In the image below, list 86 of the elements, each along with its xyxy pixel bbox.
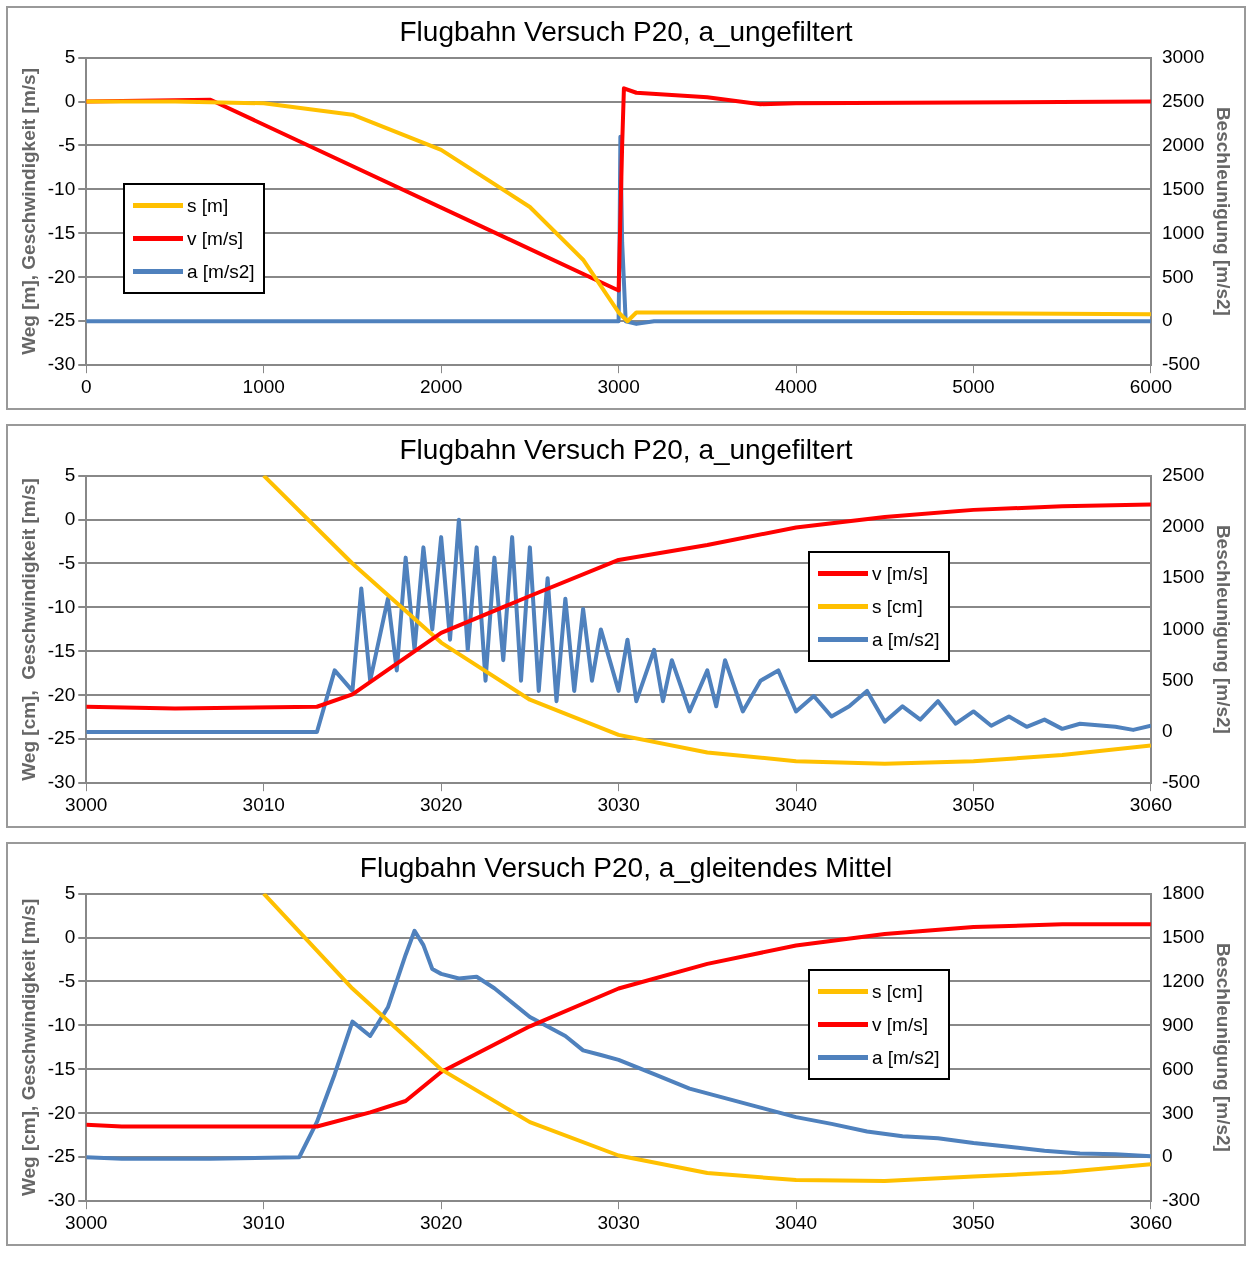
y2-tick-label: 2500 [1161, 463, 1205, 485]
y2-tick-label: 3000 [1161, 45, 1205, 67]
x-tick-label: 3050 [952, 793, 995, 815]
x-tick-label: 0 [80, 375, 92, 397]
legend-label: s [m] [187, 194, 229, 217]
y2-tick-label: 2000 [1161, 133, 1205, 155]
y-axis-title: Weg [m], Geschwindigkeit [m/s] [17, 67, 39, 355]
legend-label: v [m/s] [187, 227, 243, 250]
y-tick-label: -10 [47, 595, 76, 617]
legend-label: v [m/s] [872, 1013, 928, 1036]
y-tick-label: -30 [47, 771, 76, 793]
y2-axis-title: Beschleunigung [m/s2] [1213, 106, 1235, 316]
y2-tick-label: 1200 [1161, 969, 1205, 991]
x-tick-label: 4000 [774, 375, 818, 397]
legend-label: s [cm] [872, 595, 923, 618]
x-tick-label: 3020 [420, 793, 463, 815]
x-tick-label: 3060 [1129, 1211, 1173, 1233]
y2-axis-title: Beschleunigung [m/s2] [1213, 942, 1235, 1152]
legend-label: s [cm] [872, 980, 923, 1003]
y-tick-label: 5 [64, 45, 76, 67]
y2-tick-label: 900 [1161, 1013, 1194, 1035]
y2-tick-label: 0 [1161, 309, 1173, 331]
y2-axis-title: Beschleunigung [m/s2] [1213, 524, 1235, 734]
y-tick-label: -10 [47, 177, 76, 199]
y-tick-label: 5 [64, 881, 76, 903]
x-tick-label: 3010 [242, 1211, 285, 1233]
y2-tick-label: 1000 [1161, 221, 1205, 243]
y-tick-label: 5 [64, 463, 76, 485]
y-tick-label: -15 [47, 221, 76, 243]
y2-tick-label: 300 [1161, 1101, 1194, 1123]
x-tick-label: 3010 [242, 793, 285, 815]
y-tick-label: -5 [58, 551, 76, 573]
chart-title: Flugbahn Versuch P20, a_gleitendes Mittel [359, 851, 893, 883]
legend-label: v [m/s] [872, 562, 928, 585]
y-tick-label: -5 [58, 969, 76, 991]
y2-tick-label: 600 [1161, 1057, 1194, 1079]
x-tick-label: 3050 [952, 1211, 995, 1233]
x-tick-label: 3030 [597, 793, 640, 815]
chart-title: Flugbahn Versuch P20, a_ungefiltert [399, 15, 853, 47]
y2-tick-label: -300 [1161, 1189, 1200, 1211]
y2-tick-label: 1500 [1161, 925, 1205, 947]
y2-tick-label: 500 [1161, 668, 1194, 690]
y-tick-label: -25 [47, 727, 76, 749]
y-axis-title: Weg [cm], Geschwindigkeit [m/s] [17, 478, 39, 781]
y-tick-label: -5 [58, 133, 76, 155]
y2-tick-label: -500 [1161, 353, 1200, 375]
y-tick-label: -15 [47, 1057, 76, 1079]
y2-tick-label: 1500 [1161, 177, 1205, 199]
legend-label: a [m/s2] [187, 260, 255, 283]
x-tick-label: 5000 [952, 375, 995, 397]
y-tick-label: 0 [64, 925, 76, 947]
y2-tick-label: 2500 [1161, 89, 1205, 111]
y2-tick-label: 0 [1161, 1145, 1173, 1167]
x-tick-label: 3000 [65, 793, 108, 815]
y2-tick-label: 1800 [1161, 881, 1205, 903]
y-tick-label: -30 [47, 353, 76, 375]
legend-label: a [m/s2] [872, 1046, 940, 1069]
y2-tick-label: 500 [1161, 265, 1194, 287]
x-tick-label: 2000 [420, 375, 463, 397]
y-tick-label: 0 [64, 89, 76, 111]
x-tick-label: 3060 [1129, 793, 1173, 815]
y2-tick-label: 0 [1161, 720, 1173, 742]
y-tick-label: -25 [47, 309, 76, 331]
y-tick-label: -20 [47, 1101, 76, 1123]
y-tick-label: 0 [64, 507, 76, 529]
x-tick-label: 3000 [597, 375, 640, 397]
x-tick-label: 3020 [420, 1211, 463, 1233]
x-tick-label: 3040 [774, 1211, 818, 1233]
y2-tick-label: -500 [1161, 771, 1200, 793]
legend-label: a [m/s2] [872, 628, 940, 651]
y2-tick-label: 2000 [1161, 515, 1205, 537]
y-tick-label: -25 [47, 1145, 76, 1167]
y-tick-label: -20 [47, 265, 76, 287]
y-tick-label: -20 [47, 683, 76, 705]
y-tick-label: -15 [47, 639, 76, 661]
x-tick-label: 3040 [774, 793, 818, 815]
x-tick-label: 3030 [597, 1211, 640, 1233]
y2-tick-label: 1500 [1161, 566, 1205, 588]
y-tick-label: -30 [47, 1189, 76, 1211]
chart-title: Flugbahn Versuch P20, a_ungefiltert [399, 433, 853, 465]
x-tick-label: 1000 [242, 375, 285, 397]
y2-tick-label: 1000 [1161, 617, 1205, 639]
x-tick-label: 6000 [1129, 375, 1173, 397]
y-axis-title: Weg [cm], Geschwindigkeit [m/s] [17, 898, 39, 1197]
x-tick-label: 3000 [65, 1211, 108, 1233]
y-tick-label: -10 [47, 1013, 76, 1035]
